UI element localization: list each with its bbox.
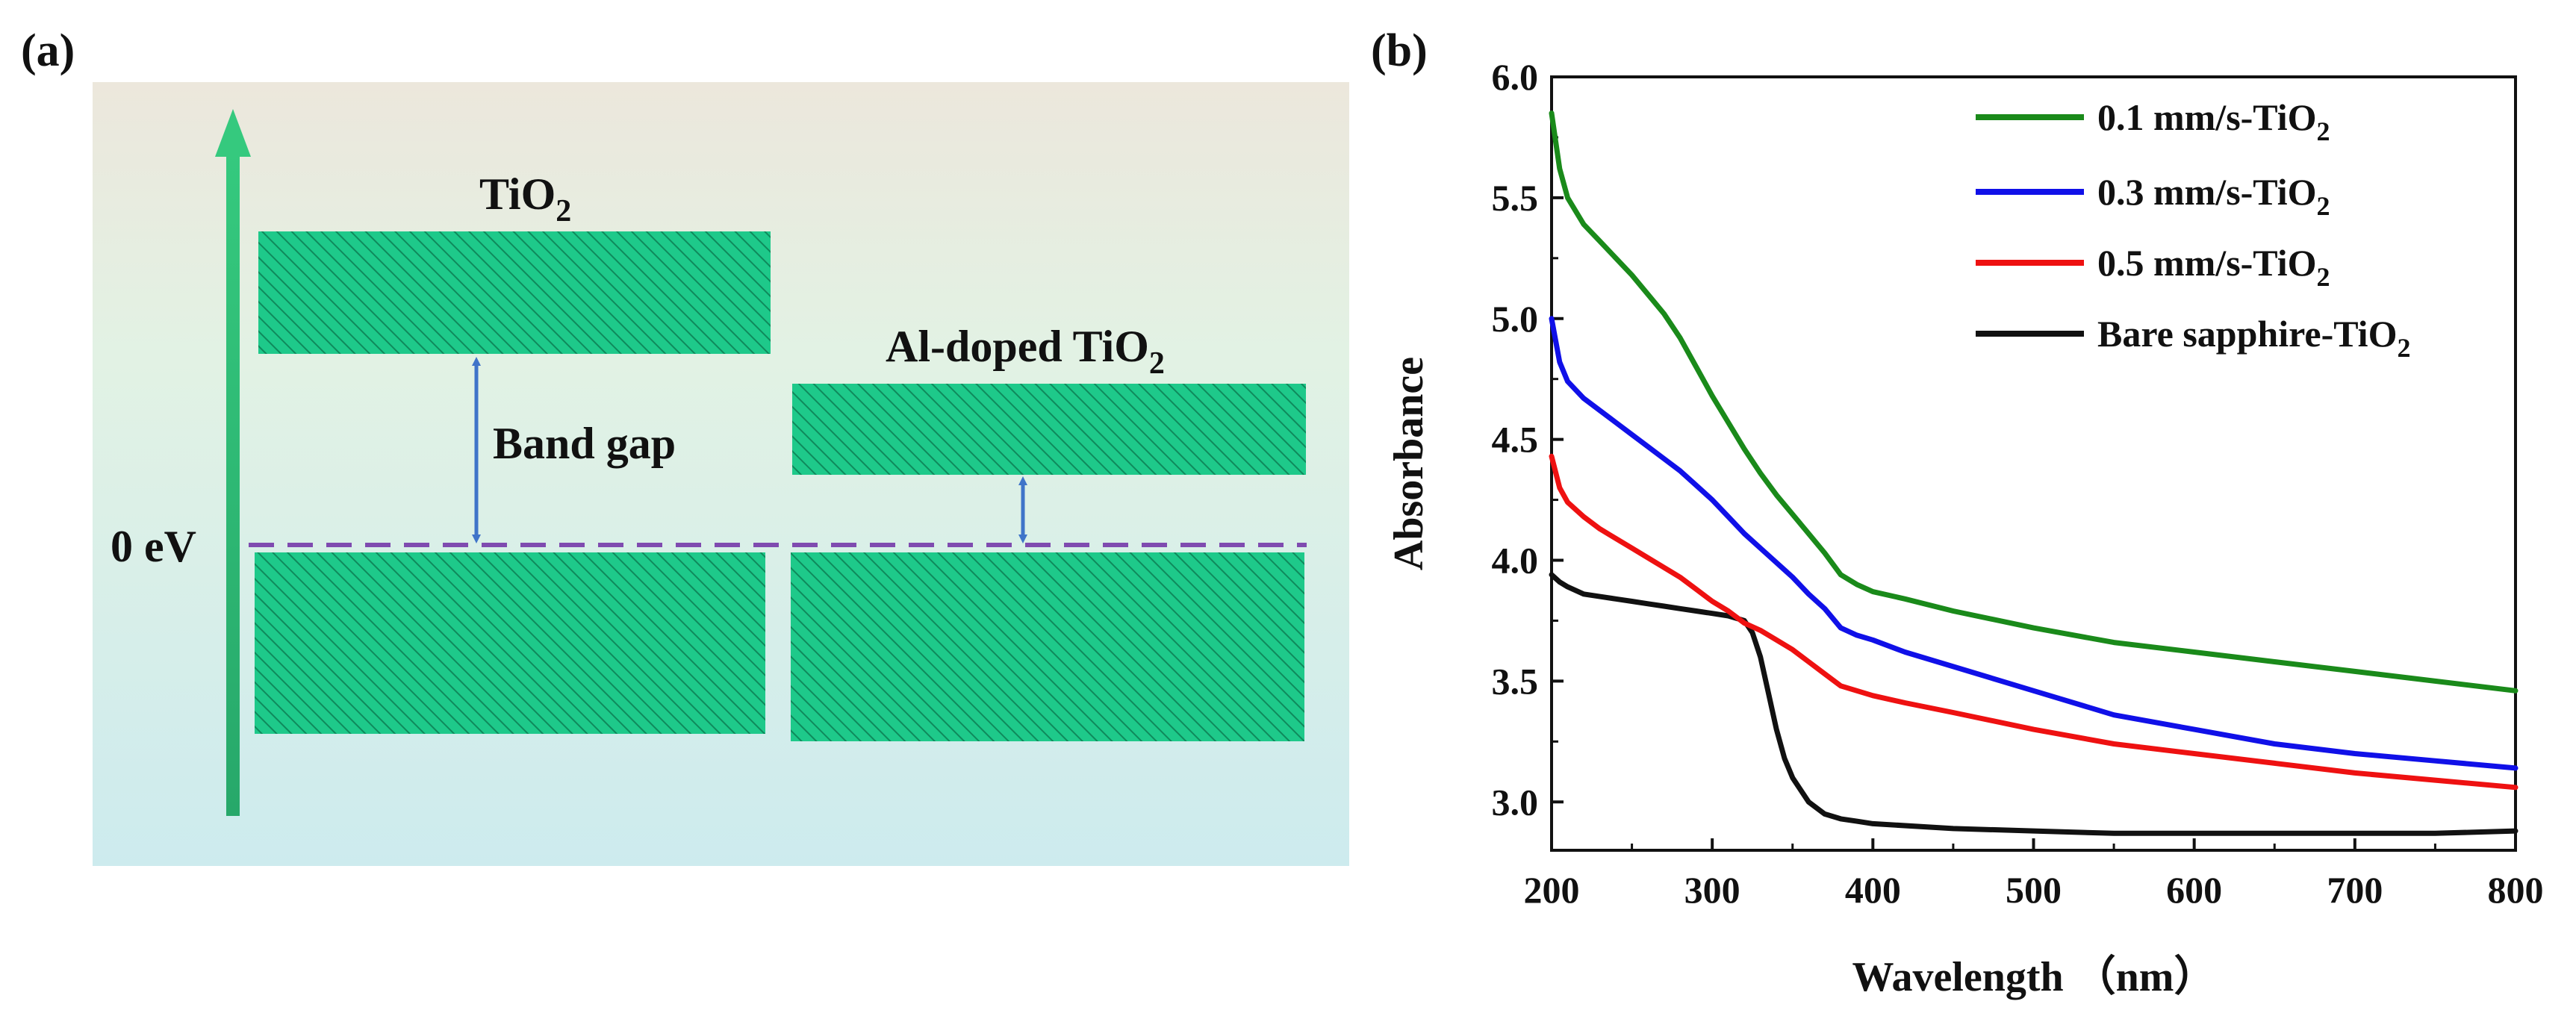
panel-a-label: (a): [21, 25, 75, 76]
legend-entry: 0.5 mm/s-TiO2: [2097, 242, 2330, 292]
x-tick-label: 600: [2166, 869, 2222, 911]
al-doped-conduction-band: [792, 384, 1306, 475]
series-line-3: [1549, 572, 2519, 836]
tio2-label: TiO2: [479, 169, 571, 228]
band-gap-label: Band gap: [493, 419, 676, 468]
series-line-2: [1549, 453, 2519, 791]
tio2-conduction-band: [258, 231, 771, 354]
y-axis-title: Absorbance: [1386, 357, 1432, 570]
y-tick-label: 6.0: [1492, 56, 1539, 98]
x-tick-label: 400: [1845, 869, 1901, 911]
al-doped-label: Al-doped TiO2: [886, 322, 1165, 381]
legend-entry: 0.3 mm/s-TiO2: [2097, 171, 2330, 221]
series-line-0: [1549, 110, 2519, 694]
legend-entry: 0.1 mm/s-TiO2: [2097, 96, 2330, 146]
x-axis-title: Wavelength （nm）: [1852, 953, 2216, 1000]
y-ticks: 3.0 3.5 4.0 4.5 5.0 5.5 6.0: [1492, 56, 1564, 823]
x-tick-label: 200: [1524, 869, 1580, 911]
y-tick-label: 5.5: [1492, 177, 1539, 219]
energy-axis-arrow: [215, 109, 251, 816]
y-tick-label: 3.0: [1492, 781, 1539, 823]
x-tick-label: 800: [2488, 869, 2544, 911]
x-tick-label: 300: [1684, 869, 1740, 911]
legend-entry: Bare sapphire-TiO2: [2097, 313, 2410, 363]
al-doped-valence-band: [791, 552, 1304, 741]
legend: 0.1 mm/s-TiO2 0.3 mm/s-TiO2 0.5 mm/s-TiO2 B…: [1976, 96, 2410, 363]
x-ticks: 200 300 400 500 600 700 800: [1524, 838, 2544, 911]
tio2-valence-band: [255, 552, 765, 734]
zero-ev-label: 0 eV: [111, 522, 196, 571]
series-line-1: [1549, 316, 2519, 771]
series-lines: [1549, 110, 2519, 836]
x-tick-label: 700: [2327, 869, 2383, 911]
y-tick-label: 4.0: [1492, 540, 1539, 582]
y-tick-label: 5.0: [1492, 298, 1539, 340]
y-tick-label: 4.5: [1492, 419, 1539, 461]
band-diagram: TiO2 Al-doped TiO2 Band gap 0 eV: [93, 82, 1349, 866]
absorbance-chart: 200 300 400 500 600 700 800 3.0 3.5 4.0 4.5 5.0 5.5…: [1386, 56, 2544, 1000]
panel-b-label: (b): [1371, 25, 1428, 76]
y-tick-label: 3.5: [1492, 660, 1539, 702]
x-tick-label: 500: [2006, 869, 2062, 911]
